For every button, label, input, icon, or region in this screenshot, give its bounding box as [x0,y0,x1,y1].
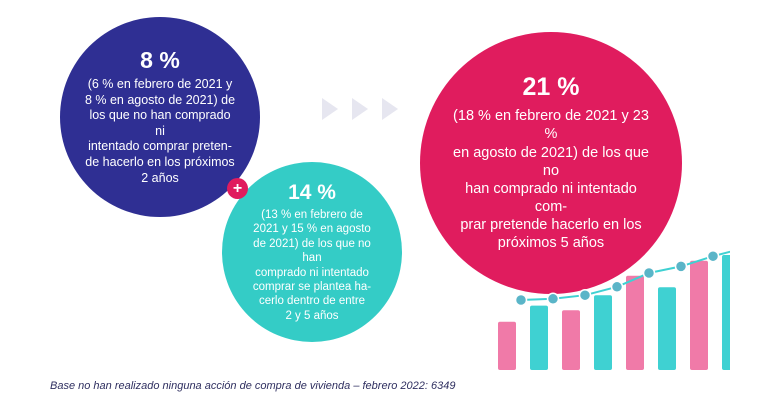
decor-bar [722,255,730,370]
stat-value-2-years: 8 % [140,46,180,73]
desc-line: intentado comprar preten- [88,139,232,154]
desc-line: 2 años [141,170,179,185]
chevron-right-icon [352,98,368,120]
stat-description-2-5-years: (13 % en febrero de 2021 y 15 % en agost… [244,208,380,323]
desc-line: comprado ni intentado [255,266,369,279]
desc-line: en agosto de 2021) de los que no [453,144,649,179]
desc-line: los que no han comprado ni [89,108,231,138]
decor-bar [658,287,676,370]
footnote: Base no han realizado ninguna acción de … [50,380,456,392]
desc-line: han comprado ni intentado com- [465,180,637,215]
desc-line: (6 % en febrero de 2021 y [87,76,233,91]
circle-pink: 21 % (18 % en febrero de 2021 y 23 % en … [420,32,682,294]
decor-bar [562,310,580,370]
decor-dot [706,249,720,263]
decor-dot [674,260,688,273]
chevron-right-icon [322,98,338,120]
decor-dot [546,292,560,306]
decor-bar [626,275,644,370]
desc-line: (13 % en febrero de [261,209,363,222]
desc-line: 8 % en agosto de 2021) de [84,92,236,107]
circle-teal: 14 % (13 % en febrero de 2021 y 15 % en … [222,162,402,342]
desc-line: prar pretende hacerlo en los [460,217,642,233]
stat-value-5-years: 21 % [522,72,580,101]
chevron-right-icon [382,98,398,120]
desc-line: próximos 5 años [497,235,605,252]
decor-dot [642,266,656,280]
desc-line: 2 y 5 años [285,309,339,322]
decor-dot [578,288,592,302]
stat-description-5-years: (18 % en febrero de 2021 y 23 % en agost… [450,107,652,252]
circle-blue: 8 % (6 % en febrero de 2021 y 8 % en ago… [60,17,260,217]
desc-line: comprar se plantea ha- [252,280,372,293]
decor-dot [610,280,624,294]
desc-line: de hacerlo en los próximos [85,155,235,170]
stat-description-2-years: (6 % en febrero de 2021 y 8 % en agosto … [84,77,236,186]
desc-line: 2021 y 15 % en agosto [253,223,371,236]
triple-chevron-right-icon [322,98,398,120]
desc-line: (18 % en febrero de 2021 y 23 % [453,108,649,143]
decor-dot [514,293,528,307]
desc-line: cerlo dentro de entre [258,295,366,308]
desc-line: de 2021) de los que no han [253,237,371,265]
decor-bar [690,260,708,370]
decor-bar [594,295,612,370]
plus-icon: + [227,178,248,199]
decor-bar [498,321,516,370]
decorative-bar-chart [498,249,730,370]
stat-value-2-5-years: 14 % [288,180,336,204]
decor-bar [530,305,548,370]
